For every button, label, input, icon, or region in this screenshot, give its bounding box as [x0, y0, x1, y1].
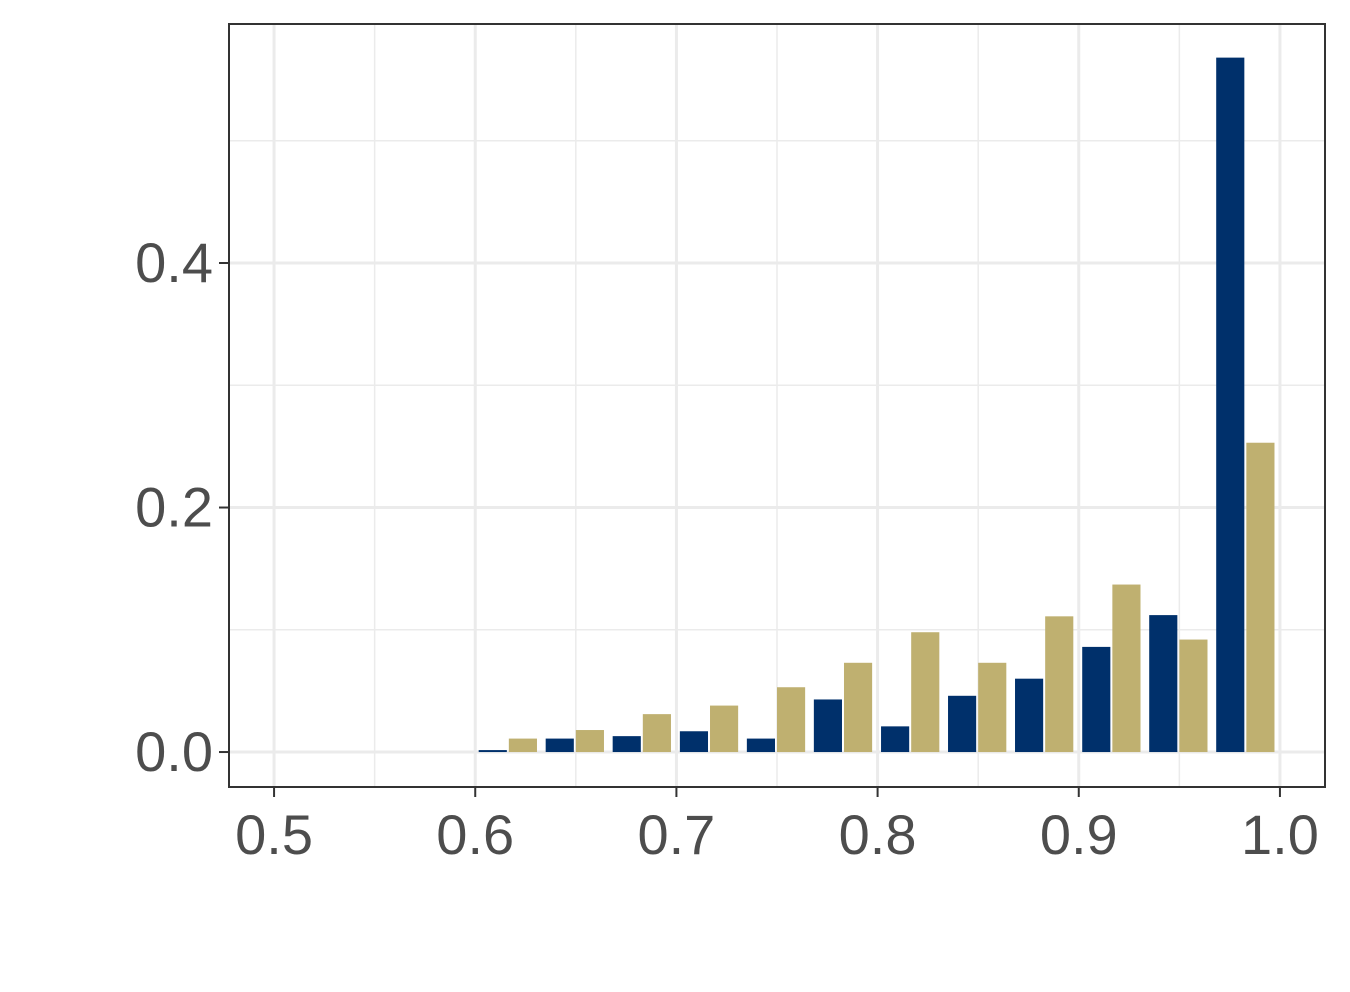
- bar: [545, 738, 574, 753]
- x-tick-label: 0.8: [839, 803, 917, 866]
- bar: [813, 699, 842, 753]
- x-tick-label: 0.9: [1040, 803, 1118, 866]
- bar: [1179, 639, 1208, 753]
- bar: [1149, 615, 1178, 753]
- panel-border: [228, 23, 1326, 788]
- bar: [1045, 616, 1074, 753]
- bar: [911, 632, 940, 753]
- bar: [508, 738, 537, 753]
- y-tick-label: 0.2: [135, 475, 213, 538]
- bar: [978, 662, 1007, 753]
- bar: [948, 695, 977, 753]
- bar: [612, 736, 641, 753]
- bar: [843, 662, 873, 753]
- bar: [881, 726, 910, 753]
- bar: [1246, 442, 1275, 753]
- bar: [777, 687, 806, 753]
- x-tick-label: 0.5: [235, 803, 313, 866]
- bar: [1216, 57, 1245, 753]
- bar: [1015, 678, 1044, 753]
- y-tick-label: 0.0: [135, 720, 213, 783]
- bar: [642, 714, 671, 753]
- bar: [1112, 584, 1141, 753]
- y-tick-label: 0.4: [135, 231, 213, 294]
- bar: [679, 731, 709, 753]
- x-tick-label: 1.0: [1241, 803, 1319, 866]
- bar: [478, 750, 507, 753]
- bar: [575, 730, 604, 753]
- x-tick-label: 0.7: [637, 803, 715, 866]
- bar: [1082, 646, 1111, 753]
- bar: [710, 705, 739, 753]
- x-tick-label: 0.6: [436, 803, 514, 866]
- bar: [746, 738, 775, 753]
